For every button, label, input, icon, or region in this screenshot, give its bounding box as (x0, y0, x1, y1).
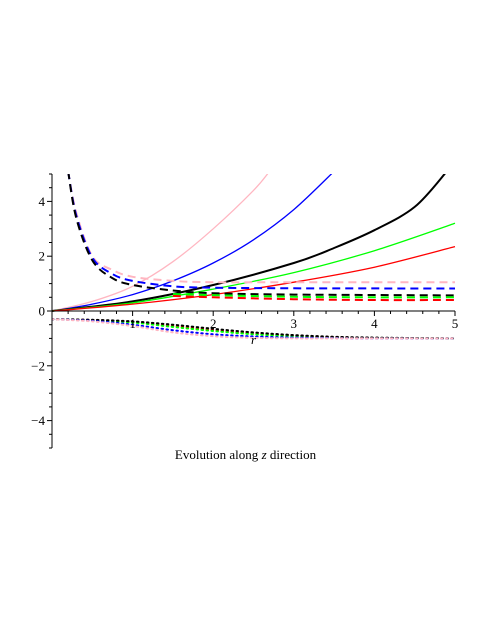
x-tick-label: 3 (291, 316, 298, 331)
x-axis-label: r (251, 332, 257, 347)
series-line-9-dashed (172, 293, 456, 299)
series-line-6-dashed (67, 174, 455, 284)
y-tick-label: 0 (39, 304, 46, 319)
y-tick-label: −2 (31, 358, 45, 373)
series-line-1-solid (52, 174, 269, 312)
series-line-7-dashed (67, 174, 456, 290)
series-line-8-dashed (67, 174, 456, 297)
y-tick-label: 2 (39, 249, 46, 264)
x-tick-label: 5 (452, 316, 459, 331)
y-tick-label: 4 (39, 194, 46, 209)
caption-variable: z (261, 447, 267, 462)
series-line-4-solid (52, 222, 456, 312)
x-tick-label: 2 (210, 316, 217, 331)
series-line-15-dotted (52, 318, 456, 340)
caption-after: direction (266, 447, 317, 462)
x-tick-label: 1 (129, 316, 136, 331)
chart-caption: Evolution along z direction (0, 447, 491, 463)
series-line-13-dotted (52, 318, 456, 340)
series-line-2-solid (52, 174, 333, 312)
x-tick-label: 4 (371, 316, 378, 331)
axes-layer: 1 2 3 4 5 −4 −2 0 2 4 r (31, 173, 459, 449)
caption-before: Evolution along (174, 447, 262, 462)
series-line-10-dashed (172, 294, 456, 302)
curves-layer (52, 174, 456, 340)
series-line-3-solid (52, 174, 446, 312)
y-tick-label: −4 (31, 413, 45, 428)
